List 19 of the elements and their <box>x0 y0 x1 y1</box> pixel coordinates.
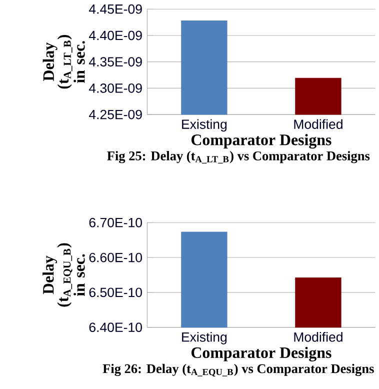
x-tick-label: Existing <box>182 332 227 344</box>
y-axis-title: Delay (t$_{A_EQU_B}$) in sec. <box>42 243 86 307</box>
y-tick-label: 6.70E-10 <box>90 218 142 228</box>
x-axis-title: Comparator Designs <box>192 134 332 149</box>
text: Fig 26: Delay (t$_{A_EQU_B}$) vs Comparator Designs <box>102 364 374 377</box>
text: Fig 25: Delay (t$_{A_LT_B}$) vs Comparator Designs <box>107 151 370 164</box>
x-tick-label: Modified <box>294 332 343 342</box>
x-axis-title: Comparator Designs <box>192 346 332 362</box>
y-tick-label: 4.45E-09 <box>89 4 142 14</box>
y-tick-label: 6.40E-10 <box>90 322 142 332</box>
x-tick-label: Modified <box>294 119 343 129</box>
y-tick-label: 4.25E-09 <box>89 110 142 120</box>
y-tick-label: 4.35E-09 <box>89 57 142 67</box>
y-tick-label: 6.60E-10 <box>90 252 142 262</box>
y-tick-label: 4.30E-09 <box>89 83 142 93</box>
y-tick-label: 6.50E-10 <box>90 288 142 298</box>
x-tick-label: Existing <box>182 119 227 132</box>
y-tick-label: 4.40E-09 <box>89 30 142 40</box>
y-axis-title: Delay (t$_{A_LT_B}$) in sec. <box>42 34 86 89</box>
